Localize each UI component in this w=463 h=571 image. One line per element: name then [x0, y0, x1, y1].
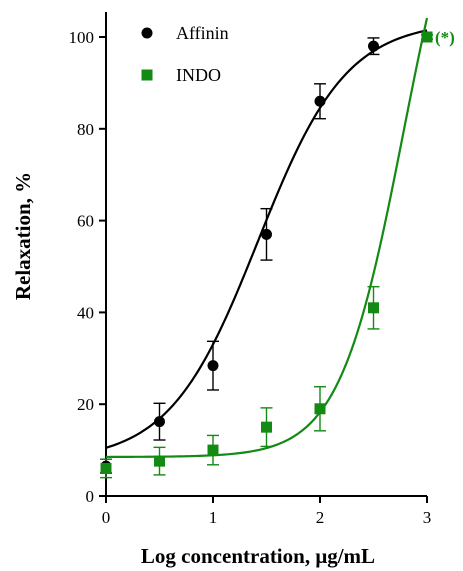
y-tick-label: 100	[69, 28, 95, 47]
data-point-affinin	[207, 360, 219, 372]
data-point-indo	[207, 444, 219, 456]
data-point-indo	[100, 462, 112, 474]
legend-label-indo: INDO	[176, 65, 221, 85]
x-axis-label: Log concentration, μg/mL	[141, 544, 375, 568]
data-point-indo	[261, 421, 272, 433]
data-point-indo	[154, 455, 165, 467]
data-point-affinin	[261, 228, 272, 240]
data-point-indo	[421, 31, 433, 43]
x-tick-label: 0	[102, 508, 111, 527]
data-points: (*)	[100, 28, 455, 474]
data-point-affinin	[368, 40, 379, 52]
annotation-label: (*)	[435, 28, 455, 47]
y-tick-label: 40	[77, 303, 94, 322]
error-bars	[100, 34, 433, 479]
y-tick-label: 80	[77, 120, 94, 139]
data-point-affinin	[154, 416, 165, 428]
legend: Affinin INDO	[141, 23, 229, 85]
y-axis-label: Relaxation, %	[11, 172, 35, 300]
y-tick-label: 0	[86, 487, 95, 506]
x-tick-label: 2	[316, 508, 325, 527]
x-tick-label: 1	[209, 508, 218, 527]
legend-marker-affinin	[141, 27, 153, 39]
data-point-indo	[368, 302, 379, 314]
legend-label-affinin: Affinin	[176, 23, 229, 43]
data-point-indo	[314, 403, 326, 415]
y-tick-label: 60	[77, 212, 94, 231]
legend-marker-indo	[141, 69, 153, 81]
data-point-affinin	[314, 95, 326, 107]
axes: 0 20 40 60 80 100 0 1 2 3	[69, 12, 432, 527]
y-tick-label: 20	[77, 395, 94, 414]
x-tick-label: 3	[423, 508, 432, 527]
